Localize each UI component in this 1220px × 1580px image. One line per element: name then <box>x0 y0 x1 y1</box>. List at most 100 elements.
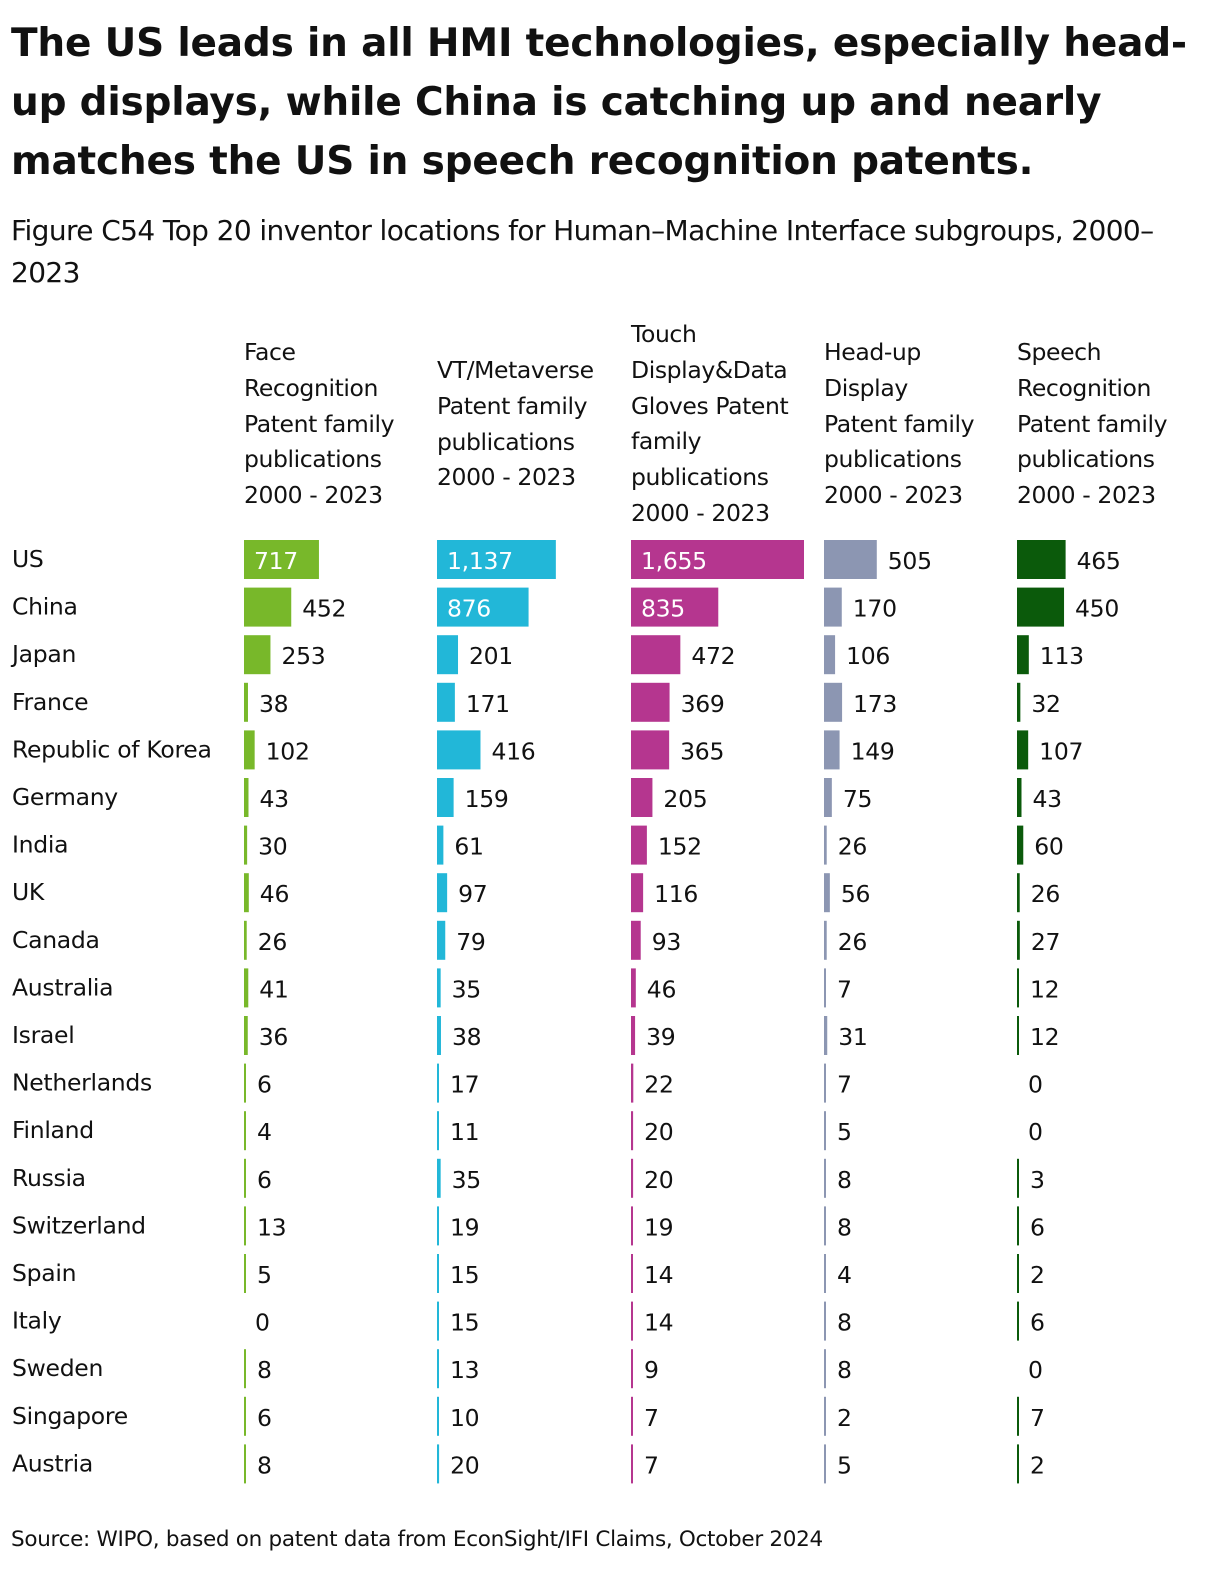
data-label: 75 <box>843 785 872 813</box>
data-label: 2 <box>1030 1451 1045 1479</box>
data-label: 6 <box>257 1166 272 1194</box>
bar <box>244 1254 246 1293</box>
bar <box>1017 1254 1019 1293</box>
data-label: 46 <box>647 975 676 1003</box>
column-header-line: Recognition <box>1017 373 1151 402</box>
category-label: Switzerland <box>12 1211 146 1239</box>
bar <box>1017 1158 1019 1198</box>
data-label: 8 <box>837 1166 852 1194</box>
bar <box>437 1158 441 1198</box>
column-header-line: 2000 - 2023 <box>1017 481 1156 510</box>
data-label: 11 <box>450 1118 479 1146</box>
data-label: 35 <box>452 975 481 1003</box>
bar <box>244 1396 246 1436</box>
category-label: India <box>12 831 68 859</box>
bar <box>631 540 804 579</box>
data-label: 32 <box>1031 690 1060 718</box>
data-label: 26 <box>258 928 287 956</box>
data-label: 107 <box>1039 737 1083 765</box>
data-label: 31 <box>838 1023 867 1051</box>
source-note: Source: WIPO, based on patent data from … <box>11 1527 823 1552</box>
bar <box>1017 968 1019 1008</box>
data-label: 20 <box>644 1166 673 1194</box>
data-label: 41 <box>259 975 288 1003</box>
data-label: 369 <box>681 690 725 718</box>
data-label: 17 <box>450 1071 479 1099</box>
bar <box>244 778 249 817</box>
data-label: 12 <box>1030 975 1059 1003</box>
bar <box>631 778 653 817</box>
data-label: 27 <box>1031 928 1060 956</box>
bar <box>631 1158 634 1198</box>
data-label: 7 <box>837 1071 852 1099</box>
data-label: 14 <box>644 1261 673 1289</box>
column-header-line: Touch <box>631 320 697 348</box>
bar <box>824 825 827 865</box>
category-label: Sweden <box>12 1354 103 1382</box>
data-label: 38 <box>259 690 288 718</box>
data-label: 6 <box>1030 1213 1045 1241</box>
data-label: 13 <box>257 1213 286 1241</box>
data-label: 13 <box>450 1356 479 1384</box>
data-label: 5 <box>257 1261 272 1289</box>
column-header-line: Patent family <box>437 391 588 420</box>
data-label: 46 <box>260 880 289 908</box>
bar <box>437 1254 439 1293</box>
category-label: Australia <box>12 973 113 1001</box>
category-label: France <box>12 688 88 716</box>
data-label: 61 <box>454 833 483 861</box>
bar <box>824 1301 826 1341</box>
data-label: 2 <box>837 1404 852 1432</box>
column-header-line: publications <box>1017 445 1155 474</box>
data-label: 15 <box>450 1261 479 1289</box>
bar <box>631 1016 636 1055</box>
bar <box>437 540 556 579</box>
bar <box>437 1016 441 1055</box>
data-label: 26 <box>838 928 867 956</box>
bar <box>244 920 247 960</box>
bar <box>437 825 444 865</box>
bar <box>1017 635 1029 675</box>
data-label: 102 <box>266 737 310 765</box>
category-label: Canada <box>12 926 100 954</box>
data-label: 173 <box>853 690 897 718</box>
bar <box>1017 873 1020 913</box>
bar <box>824 730 840 770</box>
bar <box>244 682 248 722</box>
data-label: 876 <box>447 595 491 623</box>
bar <box>1017 1444 1019 1484</box>
bar <box>631 1349 633 1389</box>
bar <box>437 1444 440 1484</box>
data-label: 4 <box>837 1261 852 1289</box>
bar <box>824 635 836 675</box>
column-header-line: 2000 - 2023 <box>244 481 383 510</box>
data-label: 450 <box>1075 595 1119 623</box>
data-label: 4 <box>257 1118 272 1146</box>
data-label: 6 <box>1030 1309 1045 1337</box>
column-header-line: Display&Data <box>631 355 788 384</box>
data-label: 7 <box>1030 1404 1045 1432</box>
data-label: 8 <box>837 1356 852 1384</box>
bar <box>1017 1016 1019 1055</box>
data-label: 835 <box>641 595 685 623</box>
bar <box>244 730 255 770</box>
category-label: Republic of Korea <box>12 735 212 763</box>
data-label: 2 <box>1030 1261 1045 1289</box>
column-header-vt-metaverse: VT/Metaverse Patent family publications … <box>437 353 622 496</box>
data-label: 159 <box>465 785 509 813</box>
bar <box>1017 730 1029 770</box>
bar <box>437 778 454 817</box>
data-label: 171 <box>466 690 510 718</box>
bar <box>437 920 446 960</box>
bar <box>1017 540 1066 579</box>
bar <box>824 1254 826 1293</box>
bar <box>244 540 319 579</box>
column-header-line: Gloves Patent <box>631 391 789 420</box>
bar <box>244 873 249 913</box>
column-header-line: publications <box>244 445 382 474</box>
column-header-line: 2000 - 2023 <box>437 463 576 492</box>
bar <box>244 1206 246 1246</box>
category-label: China <box>12 593 78 621</box>
data-label: 39 <box>646 1023 675 1051</box>
data-label: 36 <box>259 1023 288 1051</box>
